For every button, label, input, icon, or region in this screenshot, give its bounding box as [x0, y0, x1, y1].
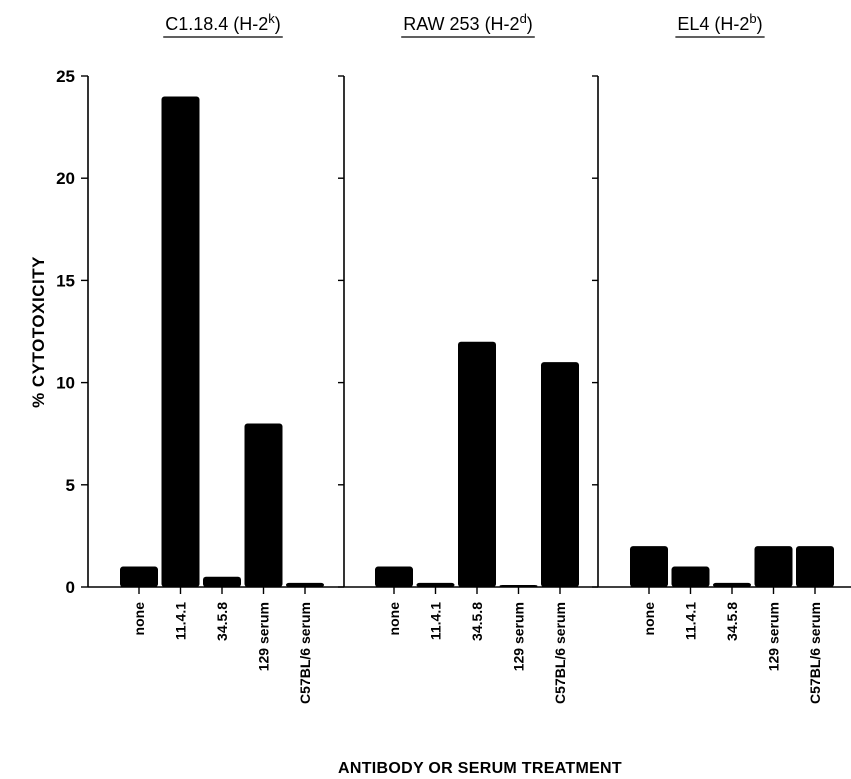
bar-11-4-1	[161, 96, 200, 587]
y-tick-label: 5	[66, 476, 75, 495]
y-tick-label: 0	[66, 578, 75, 597]
bar-129-serum	[244, 423, 283, 587]
y-tick-label: 15	[56, 271, 75, 290]
panel-2: RAW 253 (H-2d) none 11.4.1 34.5.8 129 serum C…	[375, 11, 579, 704]
x-tick-label: 129 serum	[256, 602, 272, 671]
y-tick-label: 20	[56, 169, 75, 188]
x-tick-label: 11.4.1	[683, 602, 699, 640]
bar-34-5-8	[713, 582, 751, 587]
x-tick-label: C57BL/6 serum	[807, 602, 823, 704]
panel-title: C1.18.4 (H-2k)	[165, 11, 281, 34]
y-tick-label: 10	[56, 374, 75, 393]
bar-34-5-8	[458, 341, 496, 587]
panel-3: EL4 (H-2b) none 11.4.1 34.5.8 129 serum C57BL…	[630, 11, 834, 704]
x-tick-label: 11.4.1	[173, 602, 189, 640]
bar-11-4-1	[671, 566, 710, 587]
x-axis-label: ANTIBODY OR SERUM TREATMENT	[338, 760, 622, 777]
bar-c57bl-6-serum	[796, 546, 834, 587]
panel-title: RAW 253 (H-2d)	[403, 11, 533, 34]
y-tick-label: 25	[56, 67, 75, 86]
panels-layer: 0 5 10 15 20 25 C1.18.4 (H-2k) none 11.4.1 34.5.8…	[56, 11, 851, 704]
x-tick-label: 11.4.1	[428, 602, 444, 640]
bar-none	[630, 546, 668, 587]
bar-none	[120, 566, 158, 587]
panel-1: C1.18.4 (H-2k) none 11.4.1 34.5.8 129 serum C…	[120, 11, 324, 704]
x-tick-label: none	[641, 602, 657, 636]
x-tick-label: 34.5.8	[724, 602, 740, 641]
x-tick-label: 34.5.8	[214, 602, 230, 641]
bar-34-5-8	[203, 576, 241, 587]
y-axis-label: % CYTOTOXICITY	[29, 256, 48, 408]
bar-129-serum	[499, 584, 538, 587]
bar-129-serum	[754, 546, 793, 587]
x-tick-label: 129 serum	[511, 602, 527, 671]
x-tick-label: C57BL/6 serum	[552, 602, 568, 704]
x-tick-label: none	[131, 602, 147, 636]
bar-none	[375, 566, 413, 587]
x-tick-label: C57BL/6 serum	[297, 602, 313, 704]
x-tick-label: none	[386, 602, 402, 636]
x-tick-label: 34.5.8	[469, 602, 485, 641]
panel-title: EL4 (H-2b)	[677, 11, 762, 34]
bar-11-4-1	[416, 582, 455, 587]
x-tick-label: 129 serum	[766, 602, 782, 671]
bar-c57bl-6-serum	[286, 582, 324, 587]
bar-c57bl-6-serum	[541, 362, 579, 587]
